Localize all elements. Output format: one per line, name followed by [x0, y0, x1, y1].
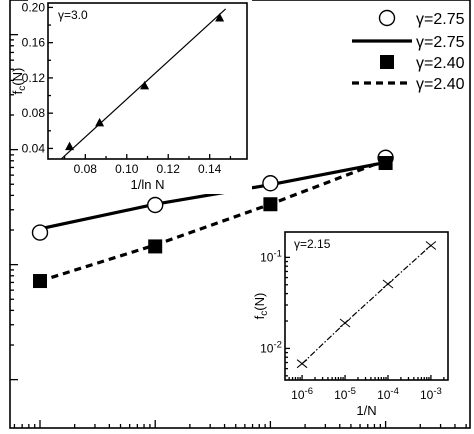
y-tick-label: 10-1 [260, 248, 282, 264]
inset-frame [284, 231, 449, 381]
y-axis-label: fc(N) [252, 293, 270, 320]
data-point-triangle [65, 141, 75, 151]
data-point-cross [425, 241, 437, 250]
y-tick-label: 0.12 [22, 71, 46, 85]
x-tick-label: 0.12 [157, 162, 181, 176]
y-tick-label: 0.20 [22, 0, 46, 14]
data-point-cross [296, 359, 308, 369]
x-tick-label: 10-5 [334, 386, 356, 402]
data-point-triangle [140, 80, 150, 90]
data-point-cross [339, 318, 351, 328]
y-tick-label: 10-2 [260, 339, 282, 355]
fit-line [301, 245, 432, 365]
inset-gamma-3-0: 0.08 0.10 0.12 0.14 0.04 0.08 0.12 0.16 0.20 γ=3.… [10, 0, 252, 194]
legend-swatch-square [380, 55, 394, 69]
inset-background [28, 0, 252, 194]
x-axis-label: 1/ln N [131, 177, 165, 192]
legend-label: γ=2.40 [416, 76, 465, 93]
y-tick-label: 0.08 [22, 106, 46, 120]
dashed-fit-line-gamma-2-40 [39, 158, 387, 283]
data-point-triangle [95, 117, 105, 127]
x-tick-label: 0.08 [74, 162, 98, 176]
legend: γ=2.75 γ=2.75 γ=2.40 γ=2.40 [352, 9, 465, 93]
inset-annotation: γ=3.0 [58, 8, 88, 22]
data-point-circle [31, 224, 49, 241]
legend-swatch-circle [378, 9, 396, 27]
x-tick-label: 0.14 [198, 162, 222, 176]
data-point-square [263, 197, 278, 212]
data-point-square [148, 239, 163, 254]
x-axis-label: 1/N [356, 403, 376, 418]
data-point-square [378, 156, 393, 171]
inset-annotation: γ=2.15 [294, 237, 331, 251]
main-plot-frame [9, 0, 471, 429]
main-plot: γ=2.75 γ=2.75 γ=2.40 γ=2.40 [9, 0, 471, 429]
x-tick-label: 10-4 [377, 386, 399, 402]
inset-gamma-2-15: 10-6 10-5 10-4 10-3 10-2 10-1 γ=2.15 1/N fc(N) [252, 214, 464, 421]
y-tick-label: 0.04 [22, 141, 46, 155]
x-tick-label: 10-6 [291, 386, 313, 402]
y-tick-label: 0.16 [22, 36, 46, 50]
legend-label: γ=2.40 [416, 55, 465, 72]
solid-fit-line-gamma-2-75 [39, 160, 386, 231]
x-tick-label: 0.10 [115, 162, 139, 176]
data-point-circle [146, 196, 164, 214]
data-point-triangle [215, 12, 225, 22]
legend-label: γ=2.75 [416, 11, 465, 28]
x-tick-label: 10-3 [420, 386, 442, 402]
inset-background [252, 214, 464, 421]
data-point-circle [262, 175, 279, 192]
data-point-square [33, 274, 47, 289]
legend-label: γ=2.75 [416, 34, 465, 51]
y-axis-label: fc(N) [10, 68, 28, 95]
data-point-cross [382, 279, 394, 289]
